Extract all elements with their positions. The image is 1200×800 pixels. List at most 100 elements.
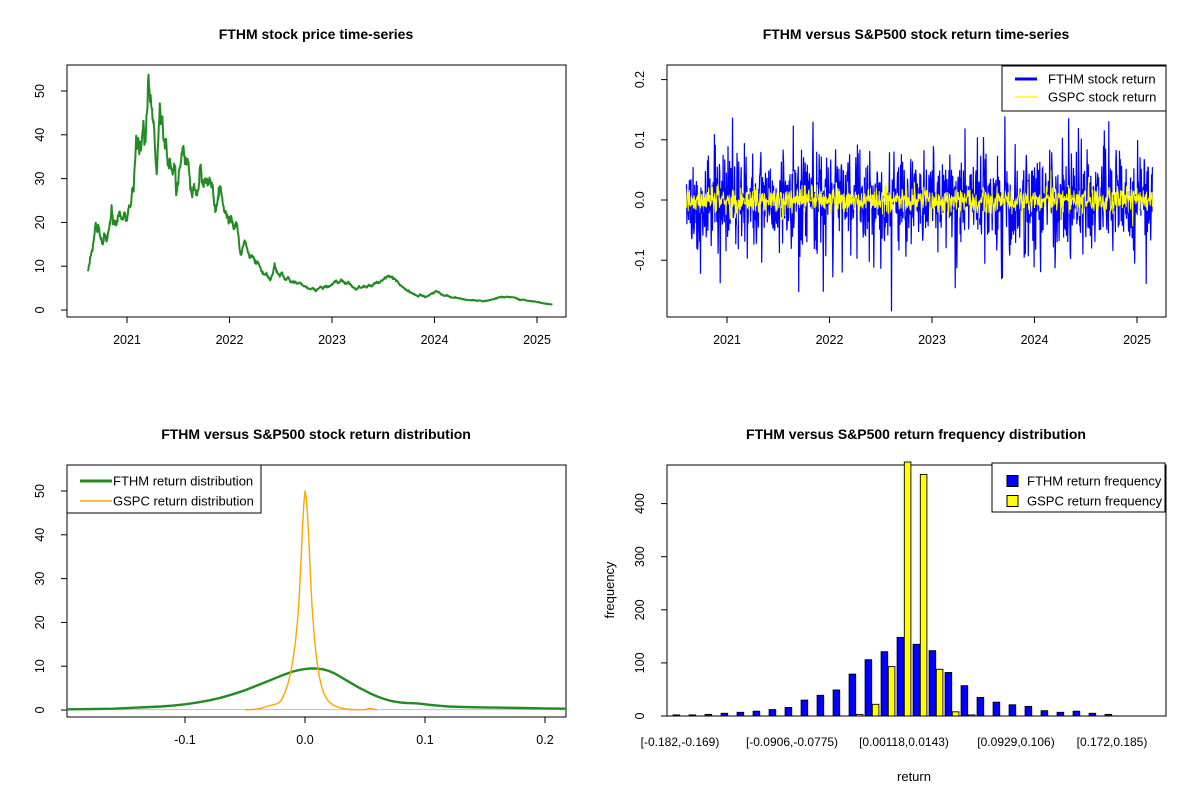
fthm-price-chart: FTHM stock price time-series 0 10 20 30 40 50…	[33, 26, 567, 347]
fthm-frequency-bar	[1008, 704, 1017, 717]
fthm-frequency-bar	[736, 711, 745, 717]
fthm-frequency-bar	[848, 673, 857, 717]
x-tick-label: 2022	[216, 333, 244, 347]
legend-box	[1001, 65, 1167, 112]
fthm-price-plot-area: 0 10 20 30 40 50 2021 2022 2023 2024 2025	[33, 64, 567, 347]
x-tick-label: 2021	[713, 333, 741, 347]
legend-label: FTHM return distribution	[113, 474, 253, 489]
y-tick-label: 100	[633, 652, 647, 673]
fthm-frequency-bar	[1056, 711, 1065, 717]
gspc-frequency-bar	[887, 666, 896, 717]
fthm-frequency-bar	[720, 712, 729, 717]
density-curve	[67, 667, 567, 711]
fthm-frequency-bar	[896, 636, 905, 717]
y-tick-label: 0.2	[633, 71, 647, 88]
legend-box	[66, 464, 262, 514]
fthm-frequency-bar	[976, 696, 985, 717]
y-tick-label: 20	[33, 615, 47, 629]
fthm-frequency-bar	[1024, 705, 1033, 717]
fthm-frequency-bar	[928, 650, 937, 717]
chart-title: FTHM versus S&P500 stock return distribu…	[161, 426, 471, 442]
x-axis-label: return	[897, 769, 931, 784]
fthm-frequency-bar	[688, 714, 697, 717]
return-series-line	[685, 116, 1153, 312]
plot-frame	[666, 64, 1167, 318]
fthm-frequency-bar	[992, 701, 1001, 717]
x-tick-label: 0.0	[296, 733, 313, 747]
plot-frame	[66, 64, 567, 318]
fthm-frequency-bar	[880, 651, 889, 717]
return-frequency-plot-area: 0 100 200 300 400 [-0.182,-0.169) [-0.0906,-0.…	[633, 461, 1167, 749]
y-tick-label: 200	[633, 599, 647, 620]
x-tick-label: 0.2	[536, 733, 553, 747]
x-tick-label: 2022	[816, 333, 844, 347]
y-tick-label: 0	[633, 712, 647, 719]
x-tick-label: -0.1	[174, 733, 196, 747]
fthm-frequency-bar	[1088, 712, 1097, 717]
y-tick-label: 30	[33, 572, 47, 586]
gspc-frequency-bar	[871, 703, 880, 717]
x-tick-label: 2025	[523, 333, 551, 347]
bin-label: [-0.182,-0.169)	[641, 735, 720, 749]
gspc-frequency-bar	[855, 713, 864, 717]
fthm-frequency-bar	[1072, 710, 1081, 717]
y-tick-label: 400	[633, 493, 647, 514]
legend-box-sample	[1006, 475, 1019, 487]
y-tick-label: 300	[633, 546, 647, 567]
y-tick-label: 50	[33, 84, 47, 98]
x-tick-label: 2024	[1021, 333, 1049, 347]
x-tick-label: 0.1	[416, 733, 433, 747]
fthm-frequency-bar	[752, 710, 761, 717]
y-tick-label: 20	[33, 215, 47, 229]
fthm-frequency-bar	[784, 707, 793, 717]
y-tick-label: -0.1	[633, 249, 647, 271]
legend-label: GSPC return distribution	[113, 494, 254, 509]
fthm-frequency-bar	[672, 714, 681, 717]
fthm-frequency-bar	[816, 694, 825, 717]
fthm-frequency-bar	[944, 672, 953, 717]
x-tick-label: 2023	[918, 333, 946, 347]
return-timeseries-plot-area: -0.1 0.0 0.1 0.2 2021 2022 2023 2024 2025 FTHM st…	[633, 64, 1167, 347]
fthm-frequency-bar	[832, 689, 841, 717]
fthm-frequency-bar	[960, 685, 969, 717]
x-tick-label: 2021	[113, 333, 141, 347]
y-tick-label: 30	[33, 172, 47, 186]
legend-label: GSPC stock return	[1048, 90, 1156, 105]
return-frequency-chart: FTHM versus S&P500 return frequency dist…	[602, 426, 1167, 784]
fthm-frequency-bar	[704, 713, 713, 717]
legend-label: GSPC return frequency	[1027, 494, 1163, 509]
fthm-frequency-bar	[1104, 713, 1113, 717]
y-tick-label: 40	[33, 528, 47, 542]
gspc-frequency-bar	[951, 711, 960, 717]
price-line	[87, 73, 553, 306]
fthm-frequency-bar	[768, 709, 777, 717]
fthm-frequency-bar	[800, 699, 809, 717]
y-tick-label: 10	[33, 659, 47, 673]
gspc-frequency-bar	[935, 668, 944, 717]
y-tick-label: 0.1	[633, 131, 647, 148]
y-axis-label: frequency	[602, 561, 617, 619]
density-curve	[244, 490, 378, 711]
bin-label: [0.172,0.185)	[1077, 735, 1148, 749]
return-distribution-chart: FTHM versus S&P500 stock return distribu…	[33, 426, 567, 747]
legend-box-sample	[1006, 495, 1019, 507]
legend-box	[991, 462, 1166, 513]
y-tick-label: 0	[33, 706, 47, 713]
fthm-frequency-bar	[1040, 710, 1049, 717]
gspc-frequency-bar	[967, 714, 976, 717]
plot-frame	[66, 464, 567, 718]
y-tick-label: 10	[33, 259, 47, 273]
x-tick-label: 2025	[1123, 333, 1151, 347]
bin-label: [-0.0906,-0.0775)	[746, 735, 838, 749]
chart-title: FTHM versus S&P500 stock return time-ser…	[763, 26, 1070, 42]
y-tick-label: 0	[33, 306, 47, 313]
legend-label: FTHM stock return	[1048, 72, 1156, 87]
bin-label: [0.00118,0.0143)	[859, 735, 949, 749]
y-tick-label: 0.0	[633, 191, 647, 208]
bin-label: [0.0929,0.106)	[977, 735, 1054, 749]
return-series-line	[686, 169, 1153, 227]
return-timeseries-chart: FTHM versus S&P500 stock return time-ser…	[633, 26, 1167, 347]
chart-title: FTHM stock price time-series	[219, 26, 414, 42]
fthm-frequency-bar	[912, 643, 921, 717]
